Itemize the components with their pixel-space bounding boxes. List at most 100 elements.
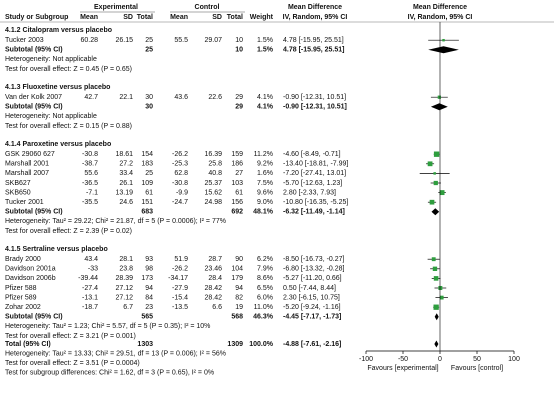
cell: 27.12 bbox=[115, 294, 133, 301]
favours-label: Favours [experimental] bbox=[367, 365, 438, 372]
header: IV, Random, 95% CI bbox=[283, 14, 348, 21]
cell: 27.2 bbox=[119, 161, 133, 168]
cell: -33 bbox=[88, 266, 98, 273]
cell: -15.4 bbox=[172, 294, 188, 301]
heterogeneity: Heterogeneity: Not applicable bbox=[5, 56, 97, 63]
study-name: Zohar 2002 bbox=[5, 304, 41, 311]
cell: 10 bbox=[235, 37, 243, 44]
weight: 7.5% bbox=[257, 180, 273, 187]
cell: -30.8 bbox=[172, 180, 188, 187]
weight: 6.0% bbox=[257, 294, 273, 301]
group-title: 4.1.4 Paroxetine versus placebo bbox=[5, 141, 111, 148]
cell: -34.17 bbox=[168, 275, 188, 282]
study-square bbox=[432, 266, 438, 271]
study-square bbox=[433, 172, 436, 175]
heterogeneity: Heterogeneity: Tau² = 29.22; Chi² = 21.8… bbox=[5, 218, 226, 225]
cell: 33.4 bbox=[119, 170, 133, 177]
cell: 24.98 bbox=[204, 199, 222, 206]
cell: -18.7 bbox=[82, 304, 98, 311]
cell: -9.9 bbox=[176, 189, 188, 196]
summary-weight: 48.1% bbox=[253, 209, 274, 216]
study-name: Tucker 2001 bbox=[5, 199, 44, 206]
ci-text: -0.90 [-12.31, 10.51] bbox=[283, 94, 346, 101]
cell: 55.5 bbox=[174, 37, 188, 44]
summary-n: 30 bbox=[145, 104, 153, 111]
cell: -24.7 bbox=[172, 199, 188, 206]
cell: 93 bbox=[145, 256, 153, 263]
weight: 4.1% bbox=[257, 94, 273, 101]
cell: 90 bbox=[235, 256, 243, 263]
cell: 29 bbox=[235, 94, 243, 101]
heterogeneity: Heterogeneity: Tau² = 1.23; Chi² = 5.57,… bbox=[5, 323, 210, 330]
group-title: 4.1.5 Sertraline versus placebo bbox=[5, 246, 108, 253]
ci-text: -5.27 [-11.20, 0.66] bbox=[283, 275, 342, 282]
ci-text: -13.40 [-18.81, -7.99] bbox=[283, 161, 348, 168]
x-tick-label: -100 bbox=[359, 356, 373, 363]
cell: 27 bbox=[235, 170, 243, 177]
header: Total bbox=[137, 14, 153, 21]
cell: 25.8 bbox=[208, 161, 222, 168]
cell: -27.4 bbox=[82, 285, 98, 292]
cell: 94 bbox=[145, 285, 153, 292]
cell: 18.61 bbox=[115, 151, 133, 158]
study-square bbox=[427, 161, 433, 167]
summary-n: 683 bbox=[141, 209, 153, 216]
cell: 154 bbox=[141, 151, 153, 158]
cell: 156 bbox=[231, 199, 243, 206]
weight: 6.2% bbox=[257, 256, 273, 263]
summary-diamond bbox=[431, 208, 440, 216]
cell: 23.46 bbox=[204, 266, 222, 273]
cell: 28.7 bbox=[208, 256, 222, 263]
cell: 42.7 bbox=[84, 94, 98, 101]
cell: -25.3 bbox=[172, 161, 188, 168]
header: Mean Difference bbox=[413, 4, 467, 11]
cell: 43.6 bbox=[174, 94, 188, 101]
weight: 9.6% bbox=[257, 189, 273, 196]
study-square bbox=[442, 38, 445, 42]
cell: 28.1 bbox=[119, 256, 133, 263]
cell: -36.5 bbox=[82, 180, 98, 187]
cell: 104 bbox=[231, 266, 243, 273]
study-square bbox=[431, 257, 436, 262]
cell: 22.6 bbox=[208, 94, 222, 101]
study-name: Davidson 2001a bbox=[5, 266, 56, 273]
summary-label: Total (95% CI) bbox=[5, 341, 51, 348]
ci-text: -10.80 [-16.35, -5.25] bbox=[283, 199, 348, 206]
cell: 28.42 bbox=[204, 285, 222, 292]
cell: 43.4 bbox=[84, 256, 98, 263]
weight: 11.2% bbox=[254, 151, 273, 158]
header: Mean bbox=[80, 14, 98, 21]
cell: 26.15 bbox=[115, 37, 133, 44]
cell: 103 bbox=[231, 180, 243, 187]
overall-test: Test for overall effect: Z = 3.21 (P = 0… bbox=[5, 333, 136, 340]
header: IV, Random, 95% CI bbox=[408, 14, 473, 21]
summary-weight: 100.0% bbox=[249, 341, 274, 348]
cell: 6.7 bbox=[123, 304, 133, 311]
summary-n: 25 bbox=[145, 47, 153, 54]
cell: 40.8 bbox=[208, 170, 222, 177]
study-name: SKB650 bbox=[5, 189, 31, 196]
header: SD bbox=[212, 14, 222, 21]
overall-test: Test for overall effect: Z = 0.45 (P = 0… bbox=[5, 66, 132, 73]
study-name: Brady 2000 bbox=[5, 256, 41, 263]
weight: 11.0% bbox=[254, 304, 273, 311]
overall-test: Test for overall effect: Z = 3.51 (P = 0… bbox=[5, 360, 140, 367]
summary-ci: -0.90 [-12.31, 10.51] bbox=[283, 104, 347, 111]
header: Total bbox=[227, 14, 243, 21]
summary-n: 1303 bbox=[137, 341, 153, 348]
subgroup-test: Test for subgroup differences: Chi² = 1.… bbox=[5, 370, 214, 377]
favours-label: Favours [control] bbox=[451, 365, 503, 372]
cell: 29.07 bbox=[204, 37, 222, 44]
summary-label: Subtotal (95% CI) bbox=[5, 47, 63, 54]
study-name: Van der Kolk 2007 bbox=[5, 94, 62, 101]
cell: 22.1 bbox=[119, 94, 133, 101]
study-name: GSK 29060 627 bbox=[5, 151, 55, 158]
cell: 26.1 bbox=[119, 180, 133, 187]
summary-ci: -4.88 [-7.61, -2.16] bbox=[283, 341, 341, 348]
x-tick-label: 100 bbox=[508, 356, 520, 363]
heterogeneity: Heterogeneity: Tau² = 13.33; Chi² = 29.5… bbox=[5, 350, 226, 357]
cell: 23 bbox=[145, 304, 153, 311]
ci-text: -5.70 [-12.63, 1.23] bbox=[283, 180, 342, 187]
study-name: Marshall 2007 bbox=[5, 170, 49, 177]
